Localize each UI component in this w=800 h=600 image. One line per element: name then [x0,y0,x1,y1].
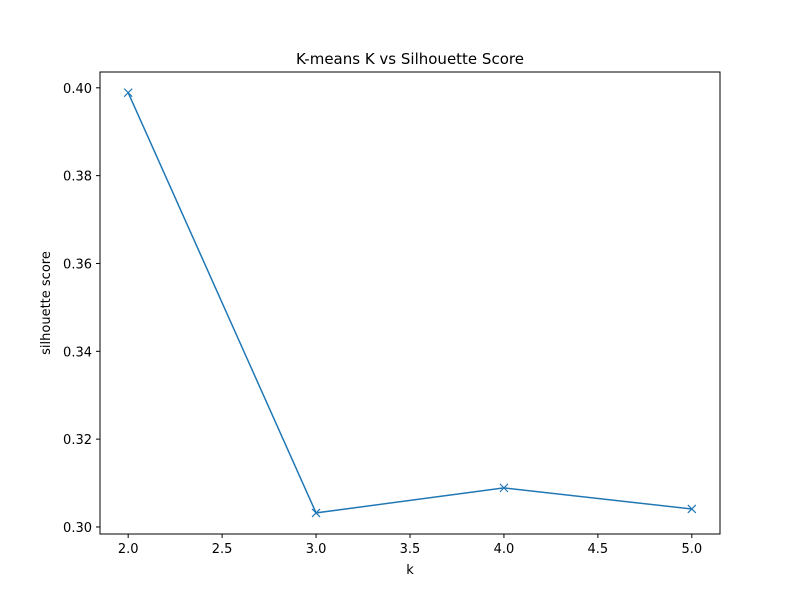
y-tick-label: 0.36 [63,257,92,272]
marker [123,88,133,98]
x-tick-label: 2.0 [118,542,139,557]
line [127,92,692,514]
y-tick-label: 0.30 [63,521,92,536]
marker [499,483,509,493]
y-tick-label: 0.32 [63,433,92,448]
y-tick-label: 0.34 [63,345,92,360]
x-tick-label: 5.0 [681,542,702,557]
x-tick-label: 3.0 [306,542,327,557]
y-axis-label: silhouette score [39,251,54,355]
marker [687,504,697,514]
x-tick-label: 4.5 [588,542,609,557]
x-axis-label: k [406,563,414,578]
marker [311,508,321,518]
x-tick-label: 4.0 [494,542,515,557]
y-tick-label: 0.38 [63,170,92,185]
chart-title: K-means K vs Silhouette Score [296,50,524,68]
x-tick-label: 2.5 [212,542,233,557]
x-tick-label: 3.5 [400,542,421,557]
y-tick-label: 0.40 [63,82,92,97]
